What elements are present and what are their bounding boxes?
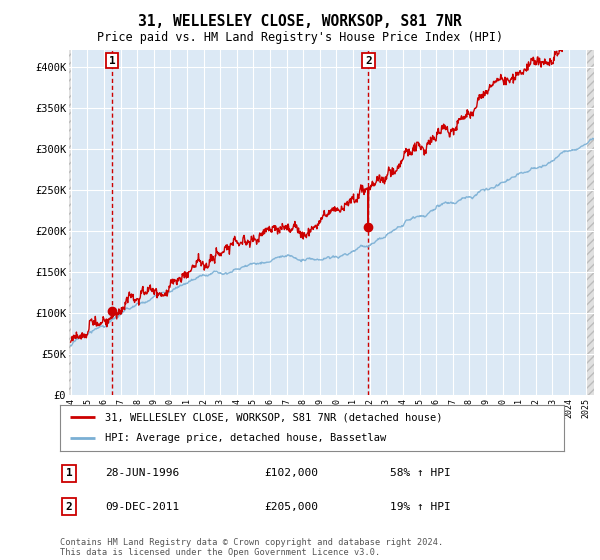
Text: £102,000: £102,000: [264, 468, 318, 478]
Text: Contains HM Land Registry data © Crown copyright and database right 2024.
This d: Contains HM Land Registry data © Crown c…: [60, 538, 443, 557]
Bar: [586, 50, 596, 395]
Text: £205,000: £205,000: [264, 502, 318, 512]
Text: HPI: Average price, detached house, Bassetlaw: HPI: Average price, detached house, Bass…: [106, 433, 386, 444]
Text: 1: 1: [65, 468, 73, 478]
Bar: [586, 50, 596, 395]
Text: 31, WELLESLEY CLOSE, WORKSOP, S81 7NR: 31, WELLESLEY CLOSE, WORKSOP, S81 7NR: [138, 14, 462, 29]
Text: 2: 2: [365, 55, 372, 66]
Text: 1: 1: [109, 55, 116, 66]
Text: 31, WELLESLEY CLOSE, WORKSOP, S81 7NR (detached house): 31, WELLESLEY CLOSE, WORKSOP, S81 7NR (d…: [106, 412, 443, 422]
Text: 58% ↑ HPI: 58% ↑ HPI: [390, 468, 451, 478]
Bar: [67, 50, 71, 395]
Text: Price paid vs. HM Land Registry's House Price Index (HPI): Price paid vs. HM Land Registry's House …: [97, 31, 503, 44]
Text: 28-JUN-1996: 28-JUN-1996: [105, 468, 179, 478]
Text: 2: 2: [65, 502, 73, 512]
Text: 09-DEC-2011: 09-DEC-2011: [105, 502, 179, 512]
Text: 19% ↑ HPI: 19% ↑ HPI: [390, 502, 451, 512]
